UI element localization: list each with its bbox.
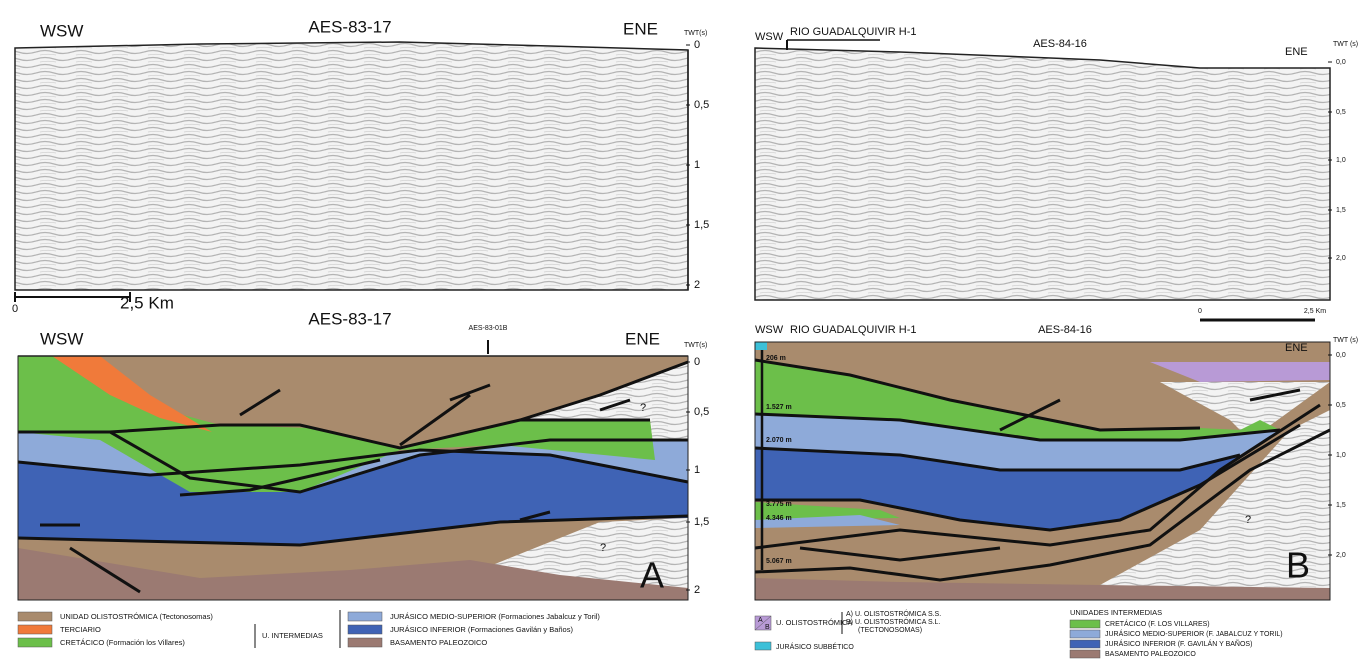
well-label: RIO GUADALQUIVIR H-1 (790, 324, 917, 336)
title: AES-83-17 (308, 309, 391, 328)
well-label: RIO GUADALQUIVIR H-1 (790, 26, 917, 38)
depth-label: 1.527 m (766, 404, 792, 411)
legend-label: BASAMENTO PALEOZOICO (1105, 651, 1196, 658)
tick-label: 0,5 (1336, 109, 1346, 116)
legend-label: CRETÁCICO (F. LOS VILLARES) (1105, 619, 1210, 628)
tick-label: 1,5 (1336, 207, 1346, 214)
title: AES-84-16 (1033, 38, 1087, 50)
panel-a-seismic: WSW AES-83-17 ENE TWT(s) 0 2,5 Km (12, 17, 707, 314)
tick-label: 2,0 (1336, 255, 1346, 262)
depth-label: 4.346 m (766, 515, 792, 522)
tick-label: 1,0 (1336, 157, 1346, 164)
legend-group: UNIDADES INTERMEDIAS (1070, 608, 1162, 617)
tick-label: 2 (694, 279, 700, 291)
label: WSW (755, 31, 784, 43)
tick-label: 1,5 (694, 219, 709, 231)
tick-label: 0,0 (1336, 352, 1346, 359)
question: ? (640, 402, 646, 414)
legend-label: A) U. OLISTOSTRÓMICA S.S. (846, 609, 941, 618)
well-label: AES-83-01B (469, 325, 508, 332)
legend-label: JURÁSICO INFERIOR (F. GAVILÁN Y BAÑOS) (1105, 639, 1252, 648)
depth-label: 206 m (766, 355, 786, 362)
legend-group: U. INTERMEDIAS (262, 631, 323, 640)
tick-label: 1,5 (694, 516, 709, 528)
legend-label: JURÁSICO SUBBÉTICO (776, 642, 854, 651)
label: WSW (40, 329, 83, 348)
scale-label: 0 (1198, 308, 1202, 315)
label: ENE (1285, 342, 1308, 354)
depth-label: 2.070 m (766, 437, 792, 444)
panel-letter: A (640, 555, 664, 596)
scale-label: 2,5 Km (120, 293, 174, 312)
tick-label: 1,5 (1336, 502, 1346, 509)
axis-label: TWT (s) (1333, 41, 1358, 48)
panel-b-interpreted: WSW RIO GUADALQUIVIR H-1 AES-84-16 ENE T… (754, 324, 1358, 601)
legend-a: UNIDAD OLISTOSTRÓMICA (Tectonosomas) TER… (17, 610, 600, 648)
label: WSW (755, 324, 784, 336)
legend-label: JURÁSICO MEDIO-SUPERIOR (F. JABALCUZ Y T… (1105, 629, 1283, 638)
legend-label: JURÁSICO MEDIO-SUPERIOR (Formaciones Jab… (390, 612, 600, 621)
tick-label: 0 (694, 356, 700, 368)
legend-label: B) U. OLISTOSTRÓMICA S.L. (846, 617, 940, 626)
tick-label: 0,0 (1336, 59, 1346, 66)
title: AES-83-17 (308, 17, 391, 36)
label: ENE (1285, 46, 1308, 58)
legend-label: (TECTONOSOMAS) (858, 627, 922, 634)
scale-label: 0 (12, 303, 18, 315)
legend-label: CRETÁCICO (Formación los Villares) (60, 638, 185, 647)
label: WSW (40, 21, 83, 40)
tick-label: 1 (694, 159, 700, 171)
question: ? (1245, 514, 1251, 526)
legend-label: UNIDAD OLISTOSTRÓMICA (Tectonosomas) (60, 612, 213, 621)
tick-label: 2,0 (1336, 552, 1346, 559)
question: ? (600, 542, 606, 554)
tick-label: 1,0 (1336, 452, 1346, 459)
legend-label: JURÁSICO INFERIOR (Formaciones Gavilán y… (390, 625, 573, 634)
tick-label: 1 (694, 464, 700, 476)
legend-b: A B U. OLISTOSTRÓMICA A) U. OLISTOSTRÓMI… (754, 608, 1283, 659)
axis-label: TWT (s) (1333, 337, 1358, 344)
title: AES-84-16 (1038, 324, 1092, 336)
depth-label: 3.775 m (766, 501, 792, 508)
tick-label: 0,5 (694, 406, 709, 418)
depth-label: 5.067 m (766, 558, 792, 565)
legend-label: BASAMENTO PALEOZOICO (390, 638, 487, 647)
axis-label: TWT(s) (684, 342, 707, 349)
panel-b-seismic: WSW RIO GUADALQUIVIR H-1 AES-84-16 ENE T… (754, 26, 1358, 322)
tick-label: 0,5 (694, 99, 709, 111)
label: ENE (623, 19, 658, 38)
panel-a-interpreted: WSW AES-83-17 AES-83-01B ENE TWT(s) ? ? … (17, 309, 707, 601)
swatch-letter: A (758, 617, 763, 624)
tick-label: 2 (694, 584, 700, 596)
scale-label: 2,5 Km (1304, 308, 1326, 315)
legend-label: U. OLISTOSTRÓMICA (776, 618, 853, 627)
tick-label: 0 (694, 39, 700, 51)
tick-label: 0,5 (1336, 402, 1346, 409)
panel-letter: B (1286, 545, 1310, 586)
swatch-letter: B (765, 624, 770, 631)
legend-label: TERCIARIO (60, 625, 101, 634)
label: ENE (625, 329, 660, 348)
axis-label: TWT(s) (684, 30, 707, 37)
